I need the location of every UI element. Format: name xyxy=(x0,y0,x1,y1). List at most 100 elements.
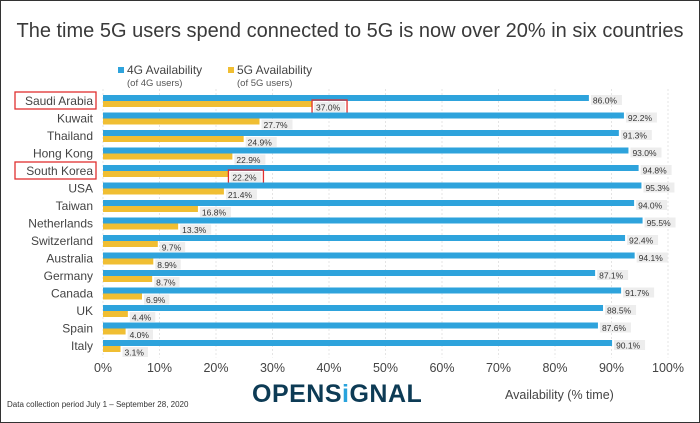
legend-item-4g: 4G Availability (of 4G users) xyxy=(118,64,202,90)
category-label: UK xyxy=(76,304,93,318)
x-tick-label: 60% xyxy=(429,361,454,375)
x-tick-label: 0% xyxy=(94,361,112,375)
data-label-bg xyxy=(199,207,231,217)
bar-5g xyxy=(103,311,128,317)
opensignal-logo: OPENSiGNAL xyxy=(252,380,422,409)
category-label: Italy xyxy=(71,339,93,353)
bar-4g xyxy=(103,287,622,294)
data-label: 21.4% xyxy=(228,190,253,200)
data-label: 87.1% xyxy=(599,271,624,281)
bar-5g xyxy=(103,346,121,352)
data-label-bg xyxy=(159,242,186,252)
data-label-bg xyxy=(623,287,655,298)
data-label: 88.5% xyxy=(607,306,632,316)
data-label-bg xyxy=(636,200,668,210)
category-label: Germany xyxy=(44,269,93,283)
data-label-bg xyxy=(314,102,346,112)
data-label-bg xyxy=(180,224,212,235)
category-label: Thailand xyxy=(47,129,93,143)
category-label: Hong Kong xyxy=(33,147,93,161)
x-tick-label: 50% xyxy=(373,361,398,375)
data-label: 9.7% xyxy=(162,243,182,253)
bar-5g xyxy=(103,241,158,247)
logo-signal-i: i xyxy=(342,380,350,408)
data-label-bg xyxy=(154,277,180,287)
data-label-bg xyxy=(614,340,646,350)
data-label-bg xyxy=(225,189,257,200)
x-tick-label: 20% xyxy=(203,361,228,375)
x-tick-label: 10% xyxy=(147,361,172,375)
data-label: 27.7% xyxy=(264,120,289,130)
bar-4g xyxy=(103,340,613,346)
data-collection-note: Data collection period July 1 – Septembe… xyxy=(7,400,189,409)
category-label: Australia xyxy=(46,252,93,266)
bar-4g xyxy=(103,322,598,329)
bar-4g xyxy=(103,200,635,206)
highlight-box-label xyxy=(14,91,97,110)
bar-5g xyxy=(103,258,154,265)
bar-5g xyxy=(103,188,224,195)
legend-label-4g: 4G Availability xyxy=(127,63,203,77)
data-label-bg xyxy=(129,312,156,322)
data-label: 3.1% xyxy=(125,348,145,358)
data-label-bg xyxy=(590,95,622,105)
data-label: 93.0% xyxy=(632,148,657,158)
data-label-bg xyxy=(640,165,672,175)
data-label: 90.1% xyxy=(616,341,641,351)
legend-item-5g: 5G Availability (of 5G users) xyxy=(228,64,312,90)
category-label: USA xyxy=(68,182,93,196)
bar-5g xyxy=(103,101,313,107)
legend-swatch-4g xyxy=(118,67,124,73)
bar-5g xyxy=(103,171,229,177)
data-label: 22.9% xyxy=(236,155,261,165)
data-label-bg xyxy=(625,112,657,123)
bar-4g xyxy=(103,305,604,311)
category-label: South Korea xyxy=(26,164,93,178)
data-label: 94.0% xyxy=(638,201,663,211)
bar-5g xyxy=(103,276,153,282)
data-label-bg xyxy=(636,252,668,263)
legend-label-5g: 5G Availability xyxy=(237,63,313,77)
data-label-bg xyxy=(599,322,631,333)
data-label: 16.8% xyxy=(202,208,227,218)
x-tick-label: 70% xyxy=(486,361,511,375)
bar-5g xyxy=(103,223,179,230)
data-label: 94.8% xyxy=(643,166,668,176)
data-label-bg xyxy=(597,270,629,280)
x-tick-label: 100% xyxy=(652,361,684,375)
legend-sub-5g: (of 5G users) xyxy=(237,78,293,89)
data-label: 4.4% xyxy=(132,313,152,323)
data-label-bg xyxy=(127,329,153,340)
category-label: Netherlands xyxy=(28,217,93,231)
data-label-bg xyxy=(143,294,170,305)
bar-5g xyxy=(103,118,260,125)
data-label: 24.9% xyxy=(248,138,273,148)
bar-4g xyxy=(103,270,596,276)
x-axis-label: Availability (% time) xyxy=(505,388,614,402)
bar-5g xyxy=(103,136,244,142)
bar-4g xyxy=(103,147,629,154)
data-label: 4.0% xyxy=(130,330,150,340)
data-label-bg xyxy=(122,347,148,357)
chart-title: The time 5G users spend connected to 5G … xyxy=(16,20,684,42)
data-label-bg xyxy=(620,130,652,140)
data-label-bg xyxy=(261,119,293,130)
bar-5g xyxy=(103,206,198,212)
category-label: Saudi Arabia xyxy=(25,94,93,108)
data-label-bg xyxy=(630,147,662,158)
data-label-bg xyxy=(230,172,262,182)
bar-5g xyxy=(103,328,126,335)
bar-4g xyxy=(103,112,624,119)
bar-5g xyxy=(103,293,142,300)
data-label: 94.1% xyxy=(639,253,664,263)
bar-4g xyxy=(103,252,635,259)
bar-4g xyxy=(103,235,626,241)
data-label: 37.0% xyxy=(316,103,341,113)
data-label-bg xyxy=(234,154,266,165)
legend-swatch-5g xyxy=(228,67,234,73)
data-label-bg xyxy=(155,259,181,270)
legend-sub-4g: (of 4G users) xyxy=(127,78,183,89)
data-label: 8.9% xyxy=(157,260,177,270)
data-label: 86.0% xyxy=(593,96,618,106)
